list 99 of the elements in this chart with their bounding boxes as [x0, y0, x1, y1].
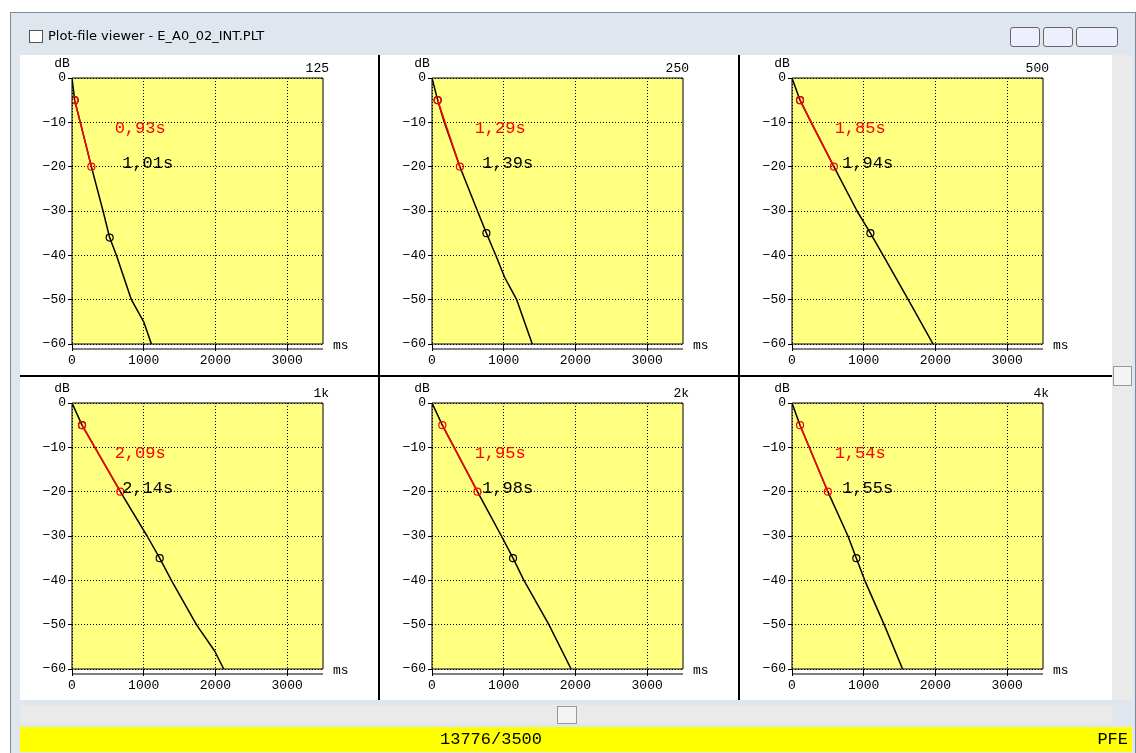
x-axis-title: ms	[333, 663, 349, 679]
annotation: 2,09s	[114, 444, 166, 464]
y-tick-label: −20	[42, 484, 66, 500]
y-tick-label: 0	[58, 70, 66, 86]
annotation: 1,29s	[474, 119, 526, 139]
chart-title: 500	[1025, 60, 1049, 76]
y-tick-label: −20	[762, 159, 786, 175]
y-axis-title: dB	[414, 380, 430, 396]
x-tick-label: 2000	[559, 678, 592, 694]
y-tick-label: −20	[402, 484, 426, 500]
y-tick-label: −20	[762, 484, 786, 500]
text: 13776/3500	[440, 729, 543, 751]
y-tick-label: −20	[402, 159, 426, 175]
y-tick-label: −60	[42, 336, 66, 352]
y-tick-label: −40	[762, 247, 786, 263]
y-tick-label: −50	[42, 617, 66, 633]
y-tick-label: 0	[418, 395, 426, 411]
annotation: 0,93s	[114, 119, 166, 139]
chart-title: 2k	[673, 385, 690, 401]
y-tick-label: 0	[778, 70, 786, 86]
y-tick-label: −20	[42, 159, 66, 175]
y-tick-label: −50	[762, 617, 786, 633]
y-axis-title: dB	[774, 55, 790, 71]
x-tick-label: 2000	[199, 678, 232, 694]
y-tick-label: −50	[762, 292, 786, 308]
x-tick-label: 1000	[128, 678, 160, 694]
y-tick-label: 0	[778, 395, 786, 411]
annotation: 2,14s	[122, 478, 174, 498]
y-tick-label: −10	[42, 114, 66, 130]
y-axis-title: dB	[774, 380, 790, 396]
x-tick-label: 0	[68, 353, 76, 369]
chart-title: 125	[305, 60, 329, 76]
y-tick-label: −30	[762, 203, 786, 219]
text: PFE	[1097, 729, 1128, 751]
chart-title: 1k	[313, 385, 330, 401]
y-axis-title: dB	[54, 380, 70, 396]
y-tick-label: −50	[402, 617, 426, 633]
chart-title: 4k	[1033, 385, 1050, 401]
x-tick-label: 3000	[271, 353, 303, 369]
x-tick-label: 0	[68, 678, 76, 694]
y-tick-label: −10	[402, 439, 426, 455]
y-tick-label: −10	[402, 114, 426, 130]
x-tick-label: 1000	[488, 678, 520, 694]
x-tick-label: 2000	[919, 678, 952, 694]
x-tick-label: 1000	[848, 678, 880, 694]
x-tick-label: 0	[788, 678, 796, 694]
y-tick-label: −60	[402, 661, 426, 677]
y-axis-title: dB	[54, 55, 70, 71]
annotation: 1,01s	[122, 153, 174, 173]
annotation: 1,94s	[842, 153, 894, 173]
x-tick-label: 3000	[991, 353, 1023, 369]
y-tick-label: −40	[402, 247, 426, 263]
x-tick-label: 3000	[271, 678, 303, 694]
y-tick-label: −60	[762, 661, 786, 677]
annotation: 1,55s	[842, 478, 894, 498]
y-tick-label: −30	[402, 203, 426, 219]
y-tick-label: −40	[762, 572, 786, 588]
y-tick-label: −30	[42, 203, 66, 219]
y-tick-label: −10	[762, 439, 786, 455]
x-tick-label: 0	[428, 678, 436, 694]
y-tick-label: −10	[42, 439, 66, 455]
y-tick-label: −10	[762, 114, 786, 130]
text: Plot-file viewer - E_A0_02_INT.PLT	[48, 27, 265, 45]
x-tick-label: 2000	[919, 353, 952, 369]
y-tick-label: 0	[418, 70, 426, 86]
y-tick-label: −40	[42, 572, 66, 588]
annotation: 1,39s	[482, 153, 534, 173]
y-tick-label: −60	[402, 336, 426, 352]
y-tick-label: −40	[402, 572, 426, 588]
annotation: 1,54s	[834, 444, 886, 464]
x-axis-title: ms	[333, 338, 349, 354]
y-tick-label: −60	[762, 336, 786, 352]
x-axis-title: ms	[1053, 338, 1069, 354]
y-axis-title: dB	[414, 55, 430, 71]
x-axis-title: ms	[1053, 663, 1069, 679]
annotation: 1,95s	[474, 444, 526, 464]
chart-title: 250	[665, 60, 689, 76]
x-tick-label: 1000	[128, 353, 160, 369]
x-tick-label: 2000	[559, 353, 592, 369]
x-tick-label: 3000	[631, 353, 663, 369]
y-tick-label: −30	[402, 528, 426, 544]
y-tick-label: −60	[42, 661, 66, 677]
x-axis-title: ms	[693, 663, 709, 679]
x-tick-label: 3000	[631, 678, 663, 694]
x-axis-title: ms	[693, 338, 709, 354]
x-tick-label: 0	[788, 353, 796, 369]
x-tick-label: 3000	[991, 678, 1023, 694]
y-tick-label: −50	[42, 292, 66, 308]
annotation: 1,98s	[482, 478, 534, 498]
x-tick-label: 2000	[199, 353, 232, 369]
y-tick-label: −40	[42, 247, 66, 263]
y-tick-label: 0	[58, 395, 66, 411]
x-tick-label: 0	[428, 353, 436, 369]
y-tick-label: −30	[42, 528, 66, 544]
y-tick-label: −30	[762, 528, 786, 544]
y-tick-label: −50	[402, 292, 426, 308]
x-tick-label: 1000	[488, 353, 520, 369]
x-tick-label: 1000	[848, 353, 880, 369]
annotation: 1,85s	[834, 119, 886, 139]
